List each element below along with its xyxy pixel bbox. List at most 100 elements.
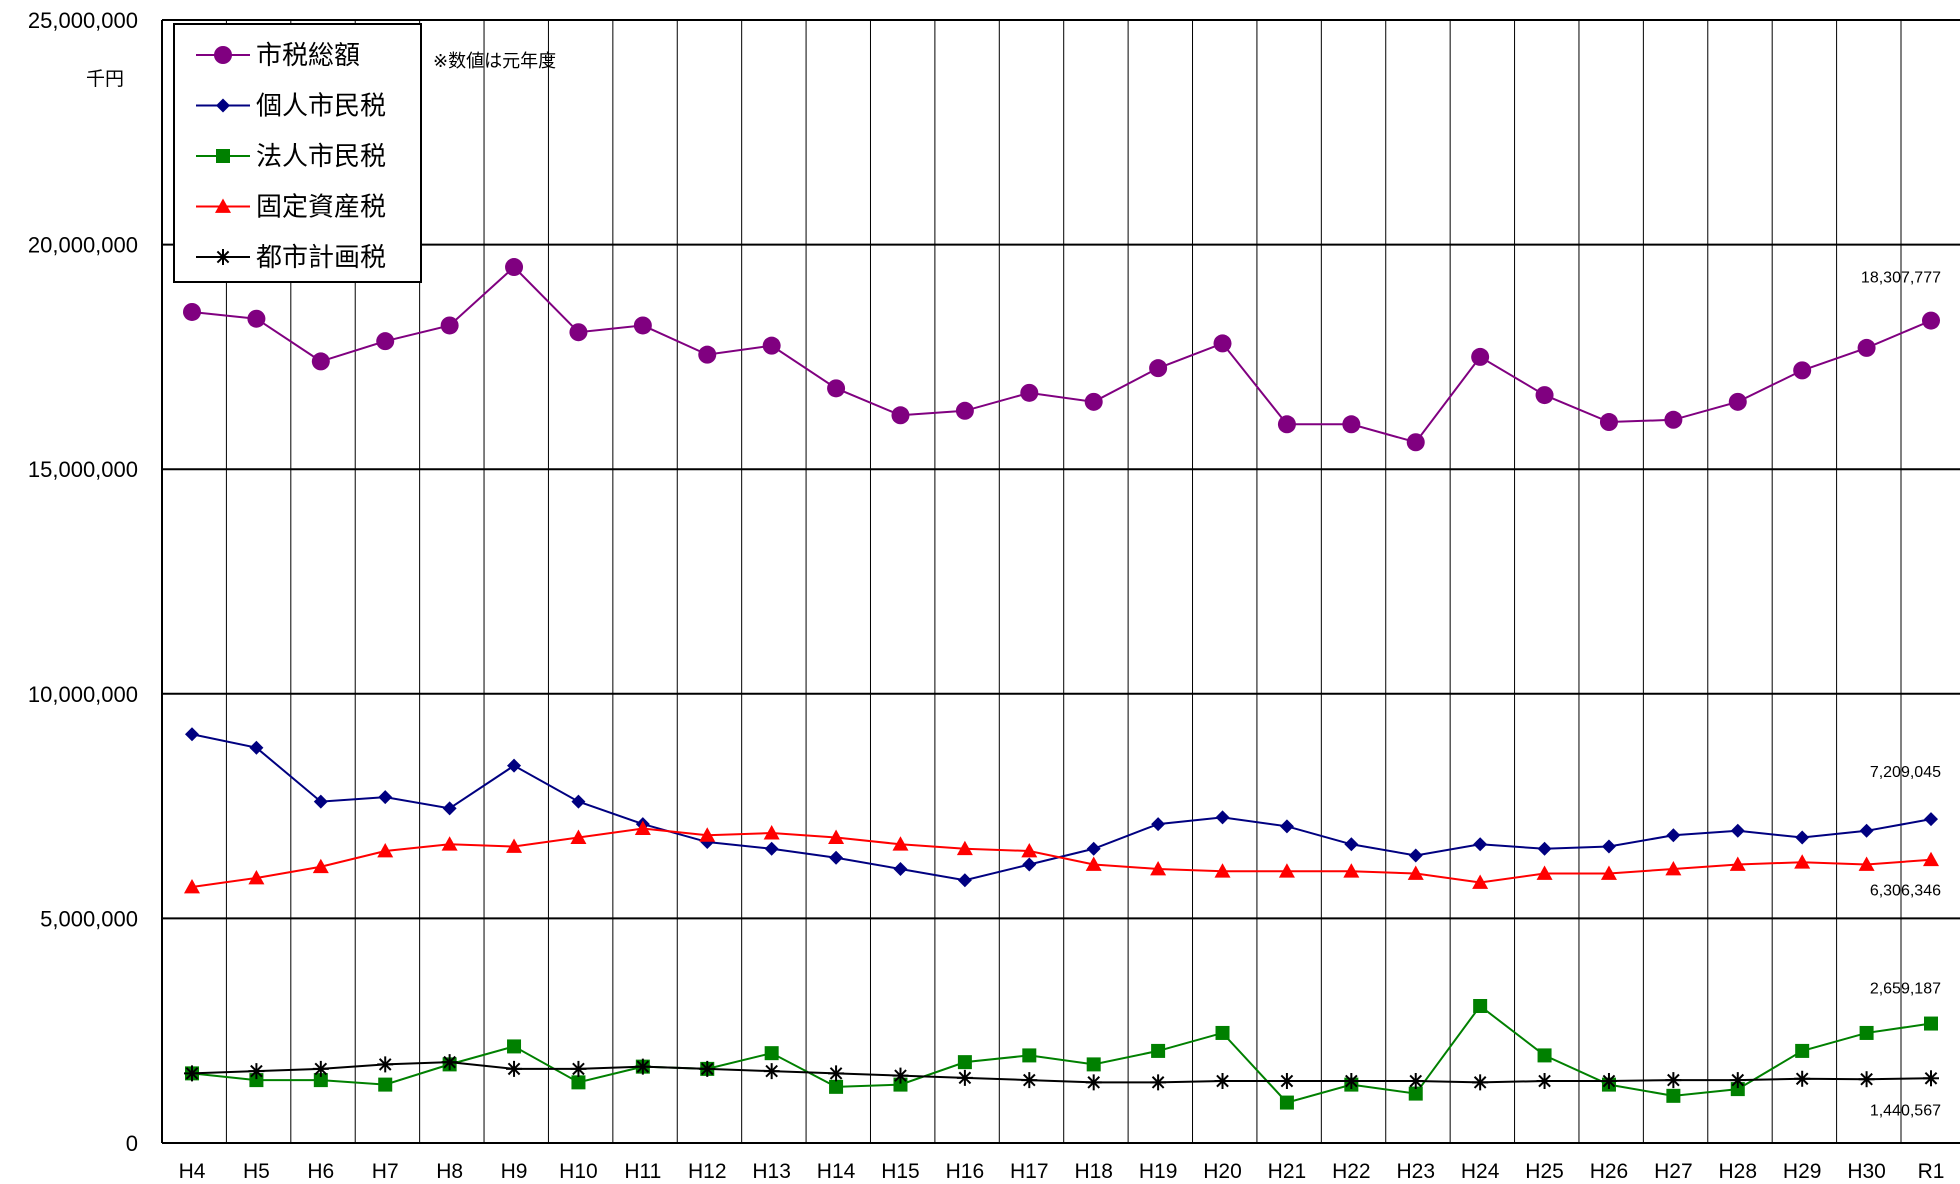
data-point [893,861,908,876]
data-point [957,1055,972,1070]
legend-label: 固定資産税 [256,193,386,223]
data-point [247,309,266,328]
data-point [1729,1072,1746,1089]
data-point [892,1067,909,1084]
data-point [1794,854,1811,869]
data-point [699,1060,716,1077]
data-point [1537,1048,1552,1063]
y-tick-label: 0 [126,1131,138,1156]
data-point [1924,812,1938,827]
legend-marker-icon [216,98,230,113]
data-point [1021,843,1038,858]
data-point [1665,860,1682,876]
x-tick-label: H9 [501,1160,528,1183]
data-point [1214,863,1231,878]
grid [161,19,1960,1144]
data-point [570,1060,587,1077]
legend-marker-icon [216,149,230,163]
data-label: 7,209,045 [1870,764,1941,781]
axes: 0 5,000,000 10,000,000 15,000,000 20,000,000… [28,8,1945,1183]
x-tick-label: H20 [1203,1160,1242,1183]
data-point [1859,1025,1874,1040]
x-tick-label: H27 [1654,1160,1693,1183]
data-point [1536,865,1553,880]
data-point [1923,1070,1939,1087]
x-tick-label: H6 [307,1160,334,1183]
data-point [441,836,458,851]
data-point [1728,392,1747,411]
chart-note: ※数値は元年度 [433,51,556,72]
data-point [248,869,265,885]
series-square [185,998,1938,1110]
data-point [892,836,909,851]
y-tick-label: 10,000,000 [28,682,138,707]
data-point [1473,998,1488,1013]
x-tick-label: H5 [243,1160,270,1183]
data-point [1086,1057,1101,1072]
data-point [828,829,845,844]
data-point [1666,828,1681,843]
data-label: 1,440,567 [1870,1102,1941,1119]
x-tick-label: H4 [179,1160,206,1183]
x-tick-label: H7 [372,1160,399,1183]
data-point [378,1077,393,1092]
legend-box [173,23,422,283]
data-point [1794,1070,1811,1087]
data-point [1408,1086,1423,1101]
series-diamond [185,727,1938,888]
data-point [1278,1073,1295,1090]
data-point [764,1046,779,1061]
data-point [312,1060,329,1077]
data-point [1151,817,1166,832]
x-tick-label: H19 [1139,1160,1178,1183]
data-point [827,379,846,398]
data-point [955,401,974,420]
data-point [1537,841,1552,856]
legend-label: 都市計画税 [256,243,386,273]
x-tick-label: H10 [559,1160,598,1183]
data-point [570,829,587,844]
data-point [184,1065,200,1082]
x-tick-label: H8 [436,1160,463,1183]
legend-item: 市税総額 [196,41,360,71]
data-point [1535,386,1554,405]
data-point [505,258,524,277]
x-tick-label: H28 [1719,1160,1758,1183]
series-layer [183,258,1940,1110]
data-point [1599,413,1618,432]
legend-marker-icon [215,249,231,265]
data-point [1473,837,1488,852]
data-point [1471,347,1490,366]
legend-item: 固定資産税 [196,193,386,223]
data-point [1150,860,1167,876]
data-point [1215,1025,1230,1040]
data-point [891,406,910,425]
data-point [1021,1072,1038,1089]
data-point [1408,848,1423,863]
data-point [184,878,200,894]
data-point [1472,874,1489,889]
data-point [828,1065,845,1082]
data-point [1086,841,1101,856]
x-tick-label: H21 [1268,1160,1307,1183]
data-point [1150,1074,1167,1091]
x-tick-label: H12 [688,1160,727,1183]
data-point [634,820,651,835]
data-point [378,790,393,805]
data-point [183,302,201,321]
data-point [313,1073,328,1088]
y-tick-label: 15,000,000 [28,457,138,482]
data-point [1279,819,1294,834]
x-tick-label: H17 [1010,1160,1049,1183]
data-point [1730,823,1745,838]
data-point [441,1054,458,1071]
x-tick-label: H13 [752,1160,791,1183]
data-point [312,858,329,874]
data-point [956,1069,973,1086]
data-point [1407,1073,1424,1090]
data-point [571,1075,586,1090]
data-point [893,1077,908,1092]
data-point [1343,863,1360,878]
x-tick-label: H30 [1847,1160,1886,1183]
